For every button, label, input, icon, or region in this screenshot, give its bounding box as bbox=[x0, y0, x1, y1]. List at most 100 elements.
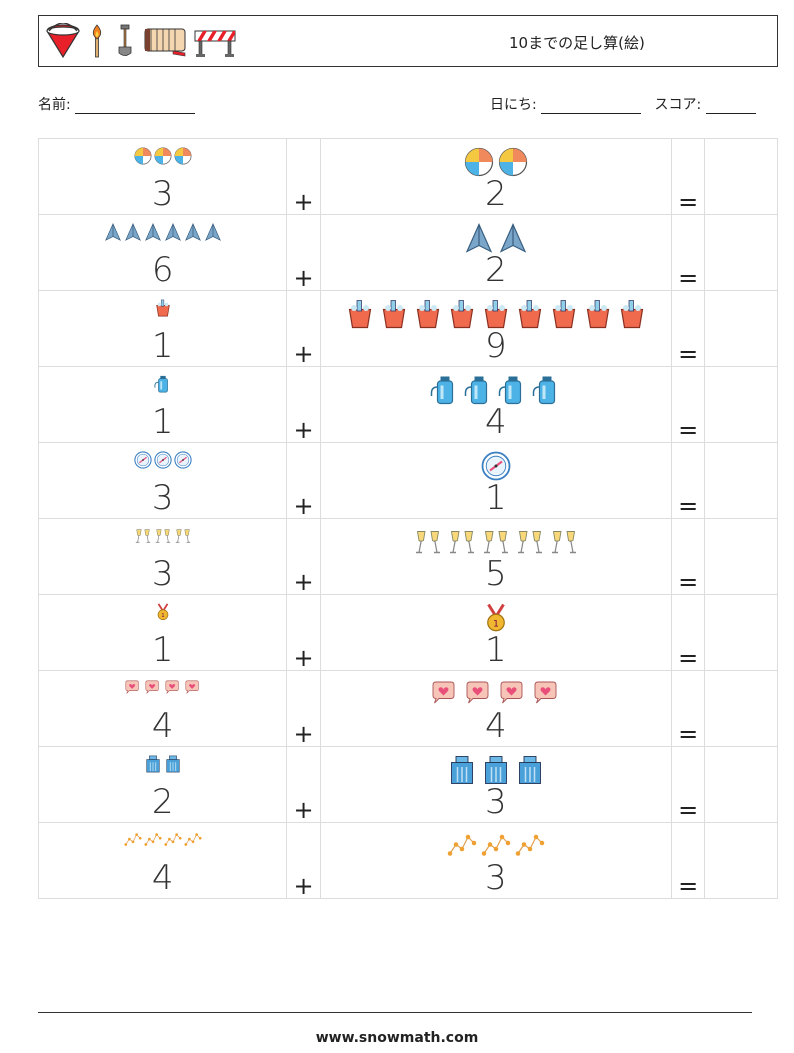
answer-cell[interactable] bbox=[704, 290, 778, 367]
paper-plane-icon bbox=[204, 223, 222, 245]
addend-number: 3 bbox=[484, 782, 507, 822]
thermos-icon bbox=[464, 375, 494, 409]
icon-group: 1 bbox=[321, 603, 671, 637]
icon-group bbox=[321, 375, 671, 409]
answer-cell[interactable] bbox=[704, 138, 778, 215]
paper-plane-icon bbox=[144, 223, 162, 245]
road-barrier-icon bbox=[194, 30, 236, 57]
addend-b-cell: 4 bbox=[319, 366, 672, 443]
answer-cell[interactable] bbox=[704, 214, 778, 291]
answer-cell[interactable] bbox=[704, 442, 778, 519]
icon-group bbox=[321, 147, 671, 181]
problem-row: 4 +3 = bbox=[37, 822, 778, 899]
paper-plane-icon bbox=[104, 223, 122, 245]
icon-group bbox=[39, 375, 286, 397]
love-chat-icon bbox=[124, 679, 142, 701]
compass-icon bbox=[481, 451, 511, 485]
thermos-icon bbox=[498, 375, 528, 409]
answer-cell[interactable] bbox=[704, 746, 778, 823]
fire-bucket-icon bbox=[46, 23, 80, 59]
icon-group bbox=[39, 223, 286, 245]
icon-group bbox=[39, 451, 286, 473]
champagne-toast-icon bbox=[481, 527, 511, 561]
plus-sign: + bbox=[286, 518, 321, 595]
answer-cell[interactable] bbox=[704, 670, 778, 747]
addend-number: 3 bbox=[484, 858, 507, 898]
medal-icon: 1 bbox=[481, 603, 511, 637]
champagne-toast-icon bbox=[174, 527, 192, 549]
addend-number: 5 bbox=[484, 554, 507, 594]
paper-plane-icon bbox=[464, 223, 494, 257]
addend-b-cell: 2 bbox=[319, 214, 672, 291]
answer-cell[interactable] bbox=[704, 822, 778, 899]
icon-group bbox=[321, 451, 671, 485]
icon-group bbox=[321, 299, 671, 333]
compass-icon bbox=[174, 451, 192, 473]
office-building-icon bbox=[481, 755, 511, 789]
addend-number: 2 bbox=[151, 782, 174, 822]
office-building-icon bbox=[447, 755, 477, 789]
constellation-icon bbox=[124, 831, 142, 853]
score-label: スコア: bbox=[654, 97, 702, 113]
shovel-icon bbox=[118, 24, 132, 56]
champagne-toast-icon bbox=[549, 527, 579, 561]
fire-hose-icon bbox=[144, 28, 186, 57]
addend-a-cell: 3 bbox=[37, 138, 288, 215]
addend-b-cell: 3 bbox=[319, 746, 672, 823]
answer-cell[interactable] bbox=[704, 366, 778, 443]
constellation-icon bbox=[447, 831, 477, 865]
problem-row: 1 1 +1 1 = bbox=[37, 594, 778, 671]
date-field: 日にち: スコア: bbox=[490, 94, 756, 114]
love-chat-icon bbox=[464, 679, 494, 713]
svg-text:1: 1 bbox=[493, 619, 499, 629]
addend-number: 1 bbox=[484, 478, 507, 518]
office-building-icon bbox=[164, 755, 182, 777]
addend-number: 1 bbox=[151, 630, 174, 670]
addend-number: 1 bbox=[151, 326, 174, 366]
beach-ball-icon bbox=[464, 147, 494, 181]
love-chat-icon bbox=[164, 679, 182, 701]
medal-icon: 1 bbox=[154, 603, 172, 625]
compass-icon bbox=[154, 451, 172, 473]
constellation-icon bbox=[184, 831, 202, 853]
thermos-icon bbox=[532, 375, 562, 409]
score-line[interactable] bbox=[705, 99, 756, 114]
beach-ball-icon bbox=[498, 147, 528, 181]
plus-sign: + bbox=[286, 822, 321, 899]
name-line[interactable] bbox=[75, 99, 196, 114]
answer-cell[interactable] bbox=[704, 518, 778, 595]
equals-sign: = bbox=[670, 518, 706, 595]
problem-row: 2 +3 = bbox=[37, 746, 778, 823]
problem-row: 3 +1 = bbox=[37, 442, 778, 519]
love-chat-icon bbox=[532, 679, 562, 713]
equals-sign: = bbox=[670, 822, 706, 899]
ice-bucket-icon bbox=[413, 299, 443, 333]
problem-row: 6 +2 = bbox=[37, 214, 778, 291]
constellation-icon bbox=[144, 831, 162, 853]
champagne-toast-icon bbox=[154, 527, 172, 549]
addend-a-cell: 2 bbox=[37, 746, 288, 823]
addend-b-cell: 5 bbox=[319, 518, 672, 595]
addend-a-cell: 6 bbox=[37, 214, 288, 291]
answer-cell[interactable] bbox=[704, 594, 778, 671]
paper-plane-icon bbox=[164, 223, 182, 245]
addend-b-cell: 1 bbox=[319, 442, 672, 519]
addend-a-cell: 3 bbox=[37, 518, 288, 595]
addend-number: 4 bbox=[484, 402, 507, 442]
plus-sign: + bbox=[286, 442, 321, 519]
icon-group bbox=[39, 299, 286, 321]
header-icons bbox=[45, 18, 237, 64]
equals-sign: = bbox=[670, 138, 706, 215]
addend-number: 4 bbox=[484, 706, 507, 746]
addend-number: 1 bbox=[151, 402, 174, 442]
addend-number: 2 bbox=[484, 250, 507, 290]
problem-row: 1 +9 = bbox=[37, 290, 778, 367]
office-building-icon bbox=[515, 755, 545, 789]
love-chat-icon bbox=[430, 679, 460, 713]
ice-bucket-icon bbox=[379, 299, 409, 333]
ice-bucket-icon bbox=[583, 299, 613, 333]
footer-url: www.snowmath.com bbox=[315, 1030, 479, 1046]
icon-group: 1 bbox=[39, 603, 286, 625]
date-line[interactable] bbox=[541, 99, 642, 114]
